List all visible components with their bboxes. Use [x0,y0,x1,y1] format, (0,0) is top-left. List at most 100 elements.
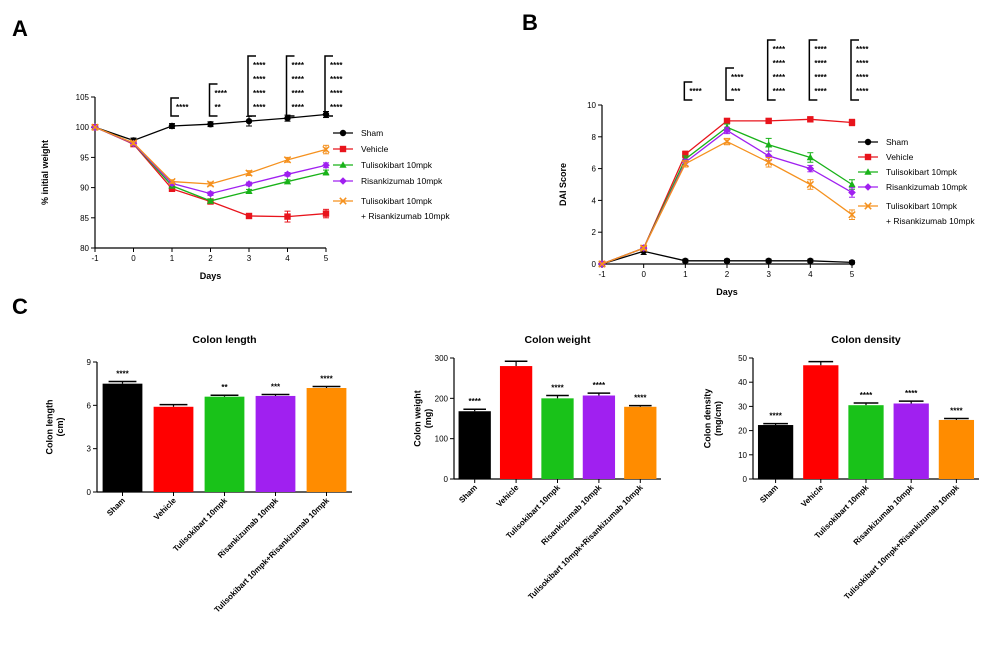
y-axis-title: Colon length(cm) [44,400,65,455]
legend-marker [864,202,872,210]
significance-mark: ** [215,103,222,112]
bar [458,411,491,479]
x-tick-label: -1 [91,254,99,263]
data-point [681,160,690,168]
chart-title: Colon length [192,334,256,346]
x-tick-label: 5 [324,254,329,263]
data-point [765,257,772,265]
significance-mark: **** [330,89,343,98]
y-axis-title: DAI Score [558,163,568,206]
weight-line-chart: 80 85 90 95 100 105 -1 0 1 2 3 4 5 Days % initial weig… [40,55,450,281]
legend-label: Tulisokibart 10mpk + Risankizumab 10mpk [886,201,975,226]
data-point [682,151,689,158]
legend-label: Sham [886,137,908,147]
y-tick-label: 6 [592,165,597,174]
x-axis-title: Days [716,287,738,297]
bar-significance-label: ** [221,383,228,392]
legend-label: Vehicle [886,152,914,162]
significance-bracket [208,83,218,117]
significance-bracket [324,55,333,117]
bar-significance-label: **** [769,412,782,421]
panel-label-c: C [12,294,28,319]
y-tick-label: 200 [435,394,449,403]
y-tick-label: 0 [87,488,92,497]
legend-label: Risankizumab 10mpk [886,182,968,192]
significance-bracket [766,39,776,101]
x-tick-label: Vehicle [799,483,825,509]
significance-mark: **** [292,61,305,70]
series-line [94,126,327,202]
y-tick-label: 80 [80,244,89,253]
x-tick-label: 5 [850,270,855,279]
data-point [639,244,648,252]
bar-significance-label: **** [634,394,647,403]
data-point [168,185,176,193]
data-point [245,117,253,125]
y-tick-label: 10 [738,451,747,460]
significance-bracket [808,39,818,101]
data-point [322,210,330,217]
data-point [283,156,292,164]
x-axis-title: Days [200,271,222,281]
significance-bracket [170,97,179,117]
significance-mark: **** [253,75,266,84]
data-point [284,213,291,220]
x-tick-label: Tulisokibart 10mpk+Risankizumab 10mpk [213,496,332,615]
y-tick-label: 105 [76,93,90,102]
bar [582,395,616,479]
significance-mark: **** [253,89,266,98]
y-tick-label: 9 [87,358,92,367]
chart-title: Colon weight [525,334,591,346]
significance-mark: **** [773,45,786,54]
y-tick-label: 8 [592,133,597,142]
data-point [206,189,215,198]
significance-bracket [850,39,859,101]
data-point [245,212,253,220]
legend-label: Vehicle [361,144,389,154]
bar [204,396,245,492]
colon-weight-bar-chart: Colon weight 0 100 200 300 Colon weight(mg) **… [412,334,661,601]
data-point [848,259,856,266]
data-point [322,145,330,154]
legend-marker [339,197,347,205]
data-point [322,111,330,118]
y-tick-label: 100 [76,123,90,132]
significance-mark: **** [689,87,702,96]
bar [893,403,929,479]
significance-mark: **** [253,103,266,112]
data-point [848,210,856,219]
x-tick-label: 0 [131,254,136,263]
panel-label-a: A [12,16,28,41]
legend-label: Risankizumab 10mpk [361,176,443,186]
data-point [848,119,856,126]
bar-significance-label: **** [468,397,481,406]
data-point [283,177,292,185]
y-tick-label: 0 [592,260,597,269]
x-tick-label: 1 [170,254,175,263]
significance-mark: **** [773,59,786,68]
bar-significance-label: **** [950,407,963,416]
significance-mark: **** [330,61,343,70]
x-tick-label: Vehicle [152,496,178,522]
data-point [91,123,99,131]
x-tick-label: 0 [641,270,646,279]
x-tick-label: 3 [247,254,252,263]
data-point [682,257,689,265]
x-tick-label: Sham [758,483,780,505]
significance-mark: *** [731,87,741,96]
significance-mark: **** [253,61,266,70]
y-tick-label: 3 [87,445,92,454]
significance-mark: **** [814,59,827,68]
legend-marker [339,129,347,137]
significance-mark: **** [773,87,786,96]
data-point [723,257,731,265]
colon-length-bar-chart: Colon length 0 3 6 9 Colon length(cm) **** Sham… [44,334,352,614]
bar [306,388,347,492]
data-point [848,180,856,188]
y-tick-label: 95 [80,153,89,162]
y-axis-title: % initial weight [40,140,50,205]
x-tick-label: 2 [725,270,730,279]
legend-marker [864,168,872,175]
y-tick-label: 90 [80,184,89,193]
